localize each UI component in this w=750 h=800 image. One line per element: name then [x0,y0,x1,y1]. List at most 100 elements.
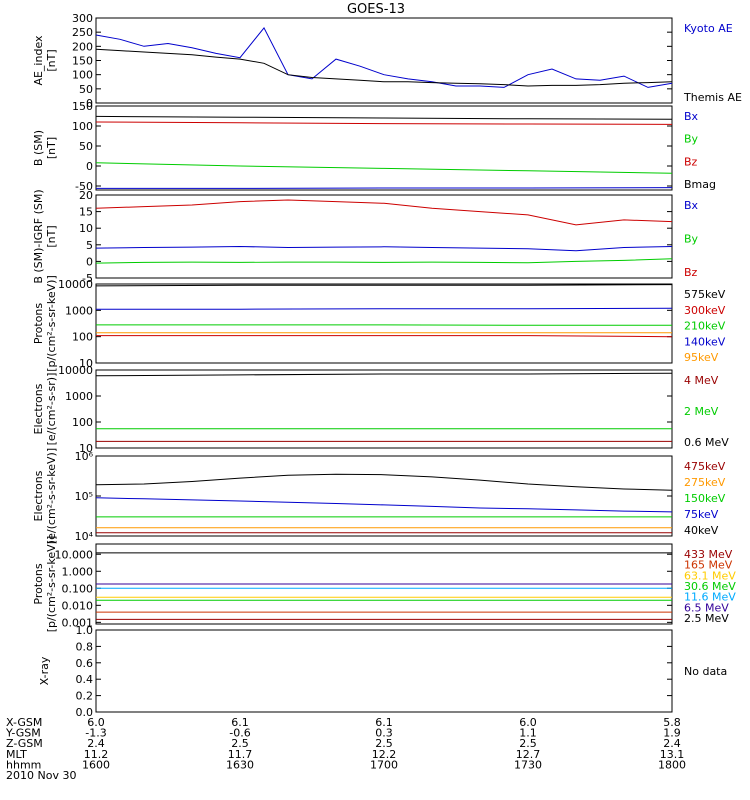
y-axis-label: Protons [32,563,45,604]
y-tick-label: 1000 [65,390,93,403]
axis-row-value: 11.7 [228,748,253,761]
panel-protons1: 10 100 1000 10000 Protons [p/(cm²-s-sr-keV)] 5… [32,275,726,372]
legend-entry: 63.1 MeV [684,569,736,582]
y-axis-label: AE_index [32,35,45,86]
y-tick-label: 10⁵ [75,490,93,503]
panel-frame [95,17,673,104]
y-tick-label: 0.0 [76,706,94,719]
axis-row-value: 5.8 [663,716,681,729]
y-axis-label: [nT] [45,49,58,71]
legend-entry: 40keV [684,524,719,537]
y-tick-label: 10⁶ [75,450,94,463]
legend-entry: Themis AE [683,91,742,104]
legend-entry: By [684,133,699,146]
series-line-Bz [95,121,673,125]
series-line-Bmag [95,115,673,120]
y-axis-label: [nT] [45,225,58,247]
y-tick-label: 0 [86,97,93,110]
y-tick-label: 1000 [65,304,93,317]
axis-row-label: hhmm [6,758,41,771]
legend-entry: 575keV [684,288,726,301]
panel-frame [95,194,673,279]
y-tick-label: -50 [75,180,93,193]
y-tick-label: 100 [72,331,93,344]
axis-row-value: 6.0 [519,716,537,729]
y-tick-label: 50 [79,140,93,153]
axis-row-value: 1.1 [519,727,537,740]
axis-row-value: 11.2 [84,748,109,761]
y-tick-label: 10000 [58,278,93,291]
axis-row-value: 1.9 [663,727,681,740]
axis-row-value: 12.7 [516,748,541,761]
legend-entry: 475keV [684,460,726,473]
y-tick-label: 1.0 [76,624,94,637]
axis-row-value: -0.6 [229,727,250,740]
legend-entry: No data [684,665,727,678]
y-tick-label: 0.8 [76,640,94,653]
y-tick-label: 300 [72,12,93,25]
y-tick-label: 0.100 [62,582,94,595]
panel-frame [95,629,673,713]
legend-entry: 300keV [684,304,726,317]
legend-entry: 4 MeV [684,374,719,387]
axis-row-value: 2.5 [519,737,537,750]
y-axis-label: [p/(cm²-s-sr-keV)] [45,275,58,372]
series-line-300keV [96,335,673,338]
y-tick-label: -5 [82,272,93,285]
y-tick-label: 100 [72,416,93,429]
axis-row-value: 2.4 [87,737,105,750]
y-tick-label: 0 [86,160,93,173]
panel-electrons1: 10 100 1000 10000 Electrons [e/(cm²-s-sr)] 4 M… [32,364,729,455]
legend-entry: 150keV [684,492,726,505]
y-tick-label: 10⁴ [75,530,94,543]
panel-bigrf: -5 0 5 10 15 20 B (SM)-IGRF (SM) [nT] Bx By Bz [32,189,699,285]
axis-row-value: 1700 [370,758,398,771]
series-line-Bx [96,187,673,189]
y-axis-label: B (SM) [32,130,45,166]
legend-entry: By [684,233,699,246]
y-tick-label: 50 [79,83,93,96]
y-axis-label: [nT] [45,137,58,159]
y-tick-label: 1.000 [62,565,94,578]
y-tick-label: 150 [72,55,93,68]
axis-row-value: 6.1 [231,716,249,729]
y-axis-label: [e/(cm²-s-sr-keV)] [45,448,58,544]
legend-entry: 95keV [684,351,719,364]
series-line-140keV [96,307,673,310]
y-axis-label: Electrons [32,470,45,521]
axis-row-value: 2.5 [375,737,393,750]
series-line-Bz [95,199,673,226]
legend-entry: 11.6 MeV [684,591,736,604]
legend-entry: Bz [684,266,698,279]
legend-entry: 6.5 MeV [684,601,729,614]
series-line-Bx [95,245,673,252]
y-tick-label: 100 [72,69,93,82]
axis-row-value: 1800 [658,758,686,771]
panel-frame [95,283,673,364]
legend-entry: 30.6 MeV [684,580,736,593]
axis-row-label: X-GSM [6,716,42,729]
panel-protons2: 0.001 0.010 0.100 1.000 10.000 Protons [p/(cm²… [32,536,736,633]
y-tick-label: 0.001 [62,616,94,629]
axis-row-label: MLT [6,748,27,761]
plot-title: GOES-13 [347,2,405,17]
legend-entry: 140keV [684,335,726,348]
y-tick-label: 15 [79,206,93,219]
y-tick-label: 0.2 [76,690,94,703]
y-tick-label: 250 [72,26,93,39]
axis-row-value: -1.3 [85,727,106,740]
y-tick-label: 10000 [58,364,93,377]
axis-row-value: 1730 [514,758,542,771]
axis-row-value: 6.1 [375,716,393,729]
series-line-40keV [95,473,673,491]
legend-entry: 2 MeV [684,405,719,418]
date-label: 2010 Nov 30 [6,769,76,782]
y-tick-label: 10 [79,222,93,235]
y-tick-label: 0 [86,255,93,268]
time-axis: X-GSM 6.0 6.1 6.1 6.0 5.8 Y-GSM -1.3 -0.6 0.3 1.1 1… [5,716,686,782]
series-line-575keV [95,284,673,287]
legend-entry: 75keV [684,508,719,521]
y-tick-label: 5 [86,239,93,252]
